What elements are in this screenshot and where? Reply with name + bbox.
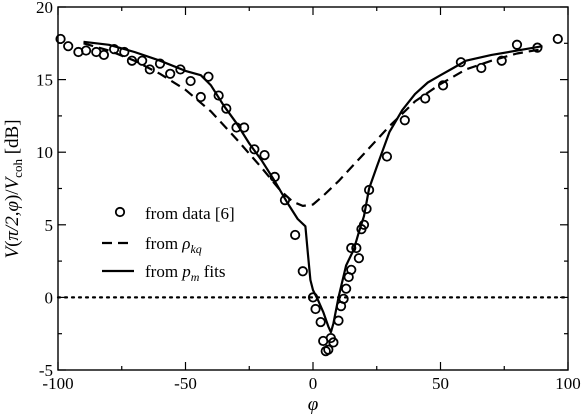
series-line-2 [83,40,543,334]
y-tick-label: 0 [45,288,54,307]
legend-label-data: from data [6] [145,204,235,223]
x-tick-label: 0 [309,374,318,393]
data-point-7 [119,46,130,58]
data-point-12 [165,68,176,79]
data-point-21 [249,144,260,155]
y-axis-label: V(π/2,φ)/Vcoh [dB] [2,119,25,258]
legend-marker-circle [114,206,126,218]
y-tick-label: 5 [45,216,54,235]
data-point-38 [341,283,352,294]
data-point-25 [290,229,301,241]
data-point-49 [399,115,410,126]
data-point-18 [221,103,232,114]
data-point-9 [137,55,148,66]
data-point-41 [346,242,357,254]
data-point-48 [381,151,393,162]
data-point-17 [213,90,224,101]
x-axis-label: φ [308,394,319,414]
data-point-29 [315,316,326,328]
data-point-34 [328,337,339,348]
y-tick-label: 15 [36,71,53,90]
data-point-15 [195,91,206,103]
x-tick-label: 50 [432,374,449,393]
y-tick-label: 10 [36,143,53,162]
data-point-32 [323,344,334,355]
data-point-55 [511,39,523,50]
x-tick-label: 100 [555,374,581,393]
data-point-14 [185,75,196,87]
data-point-22 [259,150,270,161]
data-point-26 [297,266,308,277]
data-point-1 [63,41,74,52]
legend-label-2: from pm fits [145,262,225,284]
data-point-11 [154,58,166,69]
data-point-16 [203,71,214,82]
data-point-40 [346,264,357,275]
x-tick-label: -50 [174,374,197,393]
data-point-45 [358,219,370,230]
series-layer [55,33,563,357]
series-line-1 [83,42,543,207]
legend-label-1: from ρkq [145,234,202,256]
x-tick-label: -100 [42,374,73,393]
data-point-50 [420,93,431,104]
data-point-28 [310,303,321,315]
data-point-37 [338,293,349,304]
data-point-10 [144,64,155,75]
data-point-3 [80,45,92,56]
data-point-51 [437,80,449,91]
data-point-5 [98,49,110,61]
data-point-53 [476,62,487,74]
data-point-43 [353,253,364,264]
legend: from data [6] from ρkq from pm fits [102,204,235,284]
data-point-54 [496,55,507,66]
y-tick-label: -5 [39,361,53,380]
y-tick-label: 20 [36,0,53,17]
data-point-57 [552,33,563,45]
